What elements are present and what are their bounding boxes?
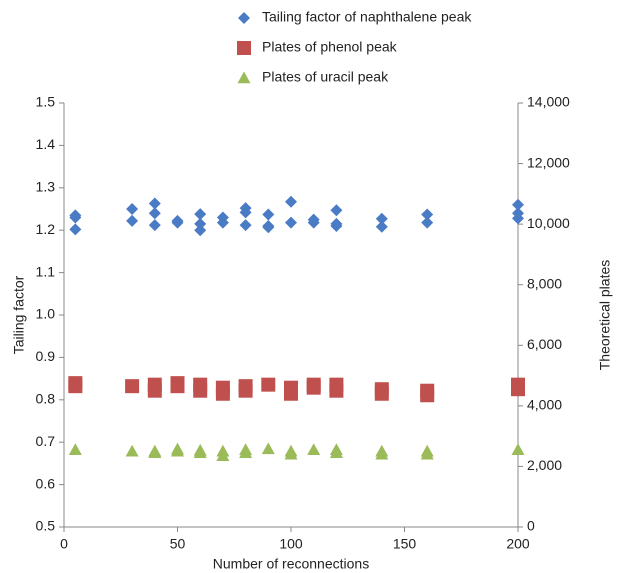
diamond-marker: [421, 216, 434, 229]
diamond-marker: [239, 219, 252, 232]
y-tick-label: 1.5: [36, 94, 56, 110]
x-tick-label: 50: [170, 536, 186, 552]
triangle-marker: [420, 447, 434, 460]
triangle-marker: [307, 443, 321, 455]
triangle-marker: [68, 443, 82, 455]
triangle-marker: [261, 442, 275, 455]
diamond-marker: [330, 204, 343, 217]
square-marker: [329, 383, 344, 398]
y2-tick-label: 4,000: [527, 397, 562, 413]
square-marker: [261, 377, 276, 392]
y-tick-label: 1.2: [36, 221, 56, 237]
diamond-marker: [262, 208, 275, 221]
diamond-marker: [171, 216, 184, 229]
diamond-marker: [148, 197, 161, 210]
legend-label: Plates of uracil peak: [262, 69, 389, 85]
diamond-marker: [126, 203, 139, 215]
triangle-marker: [239, 446, 253, 458]
diamond-marker: [512, 212, 524, 225]
y2-tick-label: 10,000: [527, 215, 570, 231]
y2-tick-label: 12,000: [527, 154, 570, 170]
x-tick-label: 150: [393, 536, 417, 552]
diamond-marker: [285, 216, 297, 229]
diamond-marker: [216, 216, 229, 229]
y-tick-label: 1.1: [36, 263, 56, 279]
y2-tick-label: 0: [527, 518, 535, 534]
square-marker: [68, 379, 83, 394]
triangle-marker: [284, 447, 298, 460]
diamond-marker: [421, 208, 434, 221]
y-tick-label: 0.6: [36, 475, 56, 491]
triangle-marker: [148, 446, 162, 458]
square-marker: [237, 41, 251, 55]
square-marker: [238, 383, 253, 398]
diamond-marker: [69, 211, 82, 224]
diamond-marker: [285, 195, 297, 208]
y-axis-label: Tailing factor: [11, 275, 27, 354]
square-marker: [306, 380, 321, 395]
y-tick-label: 1.3: [36, 179, 56, 195]
triangle-marker: [329, 446, 343, 458]
diamond-marker: [330, 219, 343, 232]
legend-label: Plates of phenol peak: [262, 39, 398, 55]
y-tick-label: 0.5: [36, 518, 56, 534]
square-marker: [420, 388, 435, 403]
triangle-marker: [237, 71, 251, 84]
diamond-marker: [69, 223, 82, 236]
y2-axis-label: Theoretical plates: [597, 260, 613, 371]
diamond-marker: [194, 208, 207, 221]
square-marker: [193, 383, 208, 398]
diamond-marker: [375, 220, 388, 233]
y-tick-label: 1.0: [36, 306, 56, 322]
diamond-marker: [148, 207, 161, 220]
y-tick-label: 0.8: [36, 391, 56, 407]
diamond-marker: [239, 206, 252, 219]
diamond-marker: [307, 216, 320, 229]
diamond-marker: [238, 12, 250, 24]
triangle-marker: [125, 444, 139, 457]
y2-tick-label: 6,000: [527, 336, 562, 352]
diamond-marker: [148, 219, 161, 232]
diamond-marker: [262, 221, 275, 234]
square-marker: [170, 379, 185, 394]
square-marker: [125, 379, 140, 394]
diamond-marker: [375, 212, 388, 225]
square-marker: [511, 382, 525, 397]
legend-label: Tailing factor of naphthalene peak: [262, 9, 472, 25]
triangle-marker: [171, 444, 184, 457]
y2-tick-label: 14,000: [527, 94, 570, 110]
triangle-marker: [216, 449, 230, 462]
square-marker: [147, 383, 162, 398]
y2-tick-label: 8,000: [527, 275, 562, 291]
diamond-marker: [126, 214, 139, 227]
diamond-marker: [194, 217, 207, 230]
triangle-marker: [193, 446, 207, 458]
y-tick-label: 1.4: [36, 136, 56, 152]
y-tick-label: 0.9: [36, 348, 56, 364]
diamond-marker: [512, 198, 524, 211]
square-marker: [374, 386, 389, 401]
x-tick-label: 100: [279, 536, 303, 552]
y2-tick-label: 2,000: [527, 457, 562, 473]
square-marker: [284, 386, 298, 401]
square-marker: [215, 386, 230, 401]
x-tick-label: 200: [506, 536, 530, 552]
triangle-marker: [511, 443, 525, 455]
x-axis-label: Number of reconnections: [213, 556, 369, 572]
y-tick-label: 0.7: [36, 433, 56, 449]
diamond-marker: [194, 224, 207, 237]
triangle-marker: [375, 447, 389, 460]
x-tick-label: 0: [60, 536, 68, 552]
